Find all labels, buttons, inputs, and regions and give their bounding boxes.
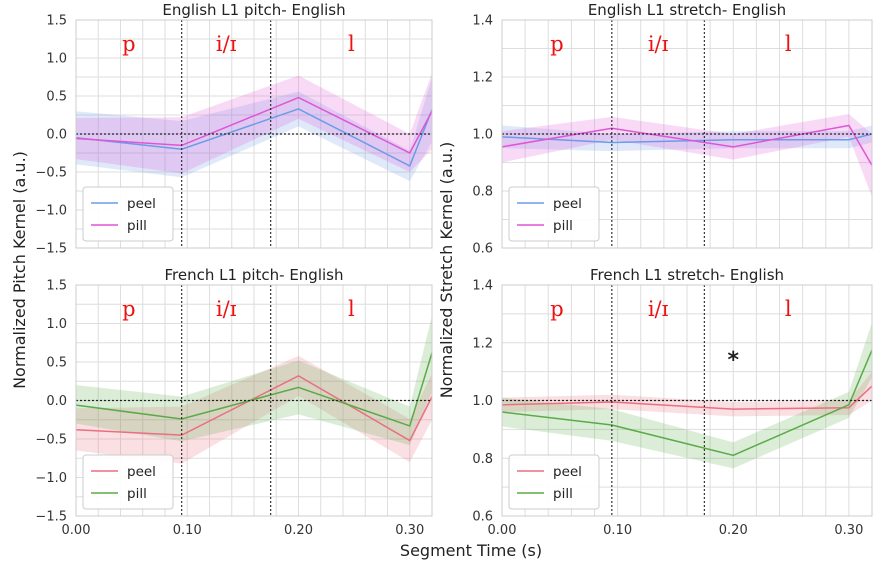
- panel-english-stretch: p i/ɪ l English L1 stretch- English 0.6 0.8 1.…: [472, 1, 873, 257]
- french-pitch-x-tick: 0.20: [284, 523, 313, 538]
- french-stretch-x-tick: 0.20: [719, 523, 748, 538]
- y-axis-label-stretch: Normalized Stretch Kernel (a.u.): [437, 142, 456, 399]
- english-pitch-band-peel: [76, 77, 432, 182]
- french-pitch-y-tick: 1.5: [46, 279, 67, 294]
- english-pitch-legend-box: [82, 186, 174, 242]
- english-pitch-legend-label-peel: peel: [127, 196, 156, 212]
- french-stretch-y-tick: 1.4: [472, 279, 493, 294]
- french-pitch-x-tick: 0.30: [395, 523, 424, 538]
- english-stretch-legend: peel pill: [508, 186, 600, 242]
- french-pitch-phoneme-label: l: [348, 297, 355, 321]
- french-pitch-line-peel: [75, 375, 433, 442]
- french-stretch-x-tick: 0.30: [834, 523, 863, 538]
- english-pitch-line-peel: [75, 108, 433, 167]
- french-pitch-title: French L1 pitch- English: [165, 266, 344, 284]
- french-stretch-legend-label-pill: pill: [553, 486, 573, 502]
- french-pitch-phoneme-label: i/ɪ: [216, 297, 237, 321]
- french-stretch-legend: peel pill: [508, 454, 600, 510]
- english-pitch-line-pill: [75, 96, 433, 154]
- french-pitch-line-pill: [75, 352, 433, 427]
- french-pitch-y-tick: −1.5: [35, 510, 67, 525]
- english-pitch-band-pill: [76, 73, 432, 174]
- english-stretch-y-tick: 0.6: [472, 242, 493, 257]
- french-pitch-phoneme-label: p: [122, 297, 135, 321]
- english-pitch-y-tick: −0.5: [35, 166, 67, 181]
- french-pitch-y-tick: 1.0: [46, 317, 67, 332]
- english-pitch-legend-label-pill: pill: [127, 218, 147, 234]
- french-pitch-legend: peel pill: [82, 454, 174, 510]
- x-axis-label: Segment Time (s): [400, 541, 542, 560]
- english-pitch-y-tick: −1.0: [35, 204, 67, 219]
- french-stretch-line-pill: [501, 349, 873, 457]
- english-stretch-frame: [501, 19, 873, 249]
- french-pitch-legend-box: [82, 454, 174, 510]
- english-pitch-y-tick: 0.0: [46, 128, 67, 143]
- french-stretch-title: French L1 stretch- English: [590, 266, 784, 284]
- french-pitch-y-tick: −1.0: [35, 471, 67, 486]
- english-stretch-legend-box: [508, 186, 600, 242]
- french-pitch-x-tick: 0.10: [173, 523, 202, 538]
- english-stretch-y-tick: 1.0: [472, 128, 493, 143]
- english-pitch-y-tick: −1.5: [35, 242, 67, 257]
- french-stretch-y-tick: 1.0: [472, 394, 493, 409]
- french-stretch-legend-box: [508, 454, 600, 510]
- french-stretch-band-peel: [502, 371, 872, 417]
- english-stretch-y-tick: 1.4: [472, 14, 493, 29]
- french-stretch-phoneme-label: p: [550, 297, 563, 321]
- english-stretch-legend-label-peel: peel: [553, 196, 582, 212]
- french-stretch-significance-annotation: *: [727, 348, 739, 373]
- english-stretch-band-pill: [502, 114, 872, 197]
- english-pitch-y-tick: 1.5: [46, 14, 67, 29]
- french-stretch-band-pill: [502, 322, 872, 469]
- french-stretch-x-tick: 0.00: [488, 523, 517, 538]
- english-stretch-y-tick: 0.8: [472, 185, 493, 200]
- english-pitch-phoneme-label: i/ɪ: [216, 32, 237, 56]
- english-pitch-legend: peel pill: [82, 186, 174, 242]
- french-pitch-y-tick: 0.5: [46, 356, 67, 371]
- french-pitch-band-pill: [76, 315, 432, 446]
- french-pitch-frame: [75, 284, 433, 517]
- french-stretch-x-tick: 0.10: [603, 523, 632, 538]
- french-stretch-y-tick: 0.8: [472, 452, 493, 467]
- y-axis-label-pitch: Normalized Pitch Kernel (a.u.): [10, 151, 29, 389]
- french-stretch-phoneme-label: i/ɪ: [648, 297, 669, 321]
- french-stretch-legend-label-peel: peel: [553, 464, 582, 480]
- french-stretch-line-peel: [501, 385, 873, 410]
- french-pitch-y-tick: 0.0: [46, 394, 67, 409]
- french-stretch-phoneme-label: l: [785, 297, 792, 321]
- english-stretch-band-peel: [502, 125, 872, 152]
- french-pitch-y-tick: −0.5: [35, 433, 67, 448]
- english-stretch-phoneme-label: i/ɪ: [648, 32, 669, 56]
- english-stretch-legend-label-pill: pill: [553, 218, 573, 234]
- french-pitch-legend-label-peel: peel: [127, 464, 156, 480]
- french-pitch-x-tick: 0.00: [62, 523, 91, 538]
- french-stretch-y-tick: 1.2: [472, 336, 493, 351]
- english-pitch-phoneme-label: p: [122, 32, 135, 56]
- english-stretch-title: English L1 stretch- English: [588, 1, 786, 19]
- french-pitch-legend-label-pill: pill: [127, 486, 147, 502]
- english-stretch-y-tick: 1.2: [472, 71, 493, 86]
- french-stretch-frame: [501, 284, 873, 517]
- english-pitch-phoneme-label: l: [348, 32, 355, 56]
- french-stretch-y-tick: 0.6: [472, 510, 493, 525]
- english-stretch-phoneme-label: p: [550, 32, 563, 56]
- english-pitch-y-tick: 0.5: [46, 90, 67, 105]
- english-pitch-frame: [75, 19, 433, 249]
- english-stretch-phoneme-label: l: [785, 32, 792, 56]
- english-pitch-y-tick: 1.0: [46, 52, 67, 67]
- english-pitch-title: English L1 pitch- English: [162, 1, 345, 19]
- french-pitch-band-peel: [76, 355, 432, 464]
